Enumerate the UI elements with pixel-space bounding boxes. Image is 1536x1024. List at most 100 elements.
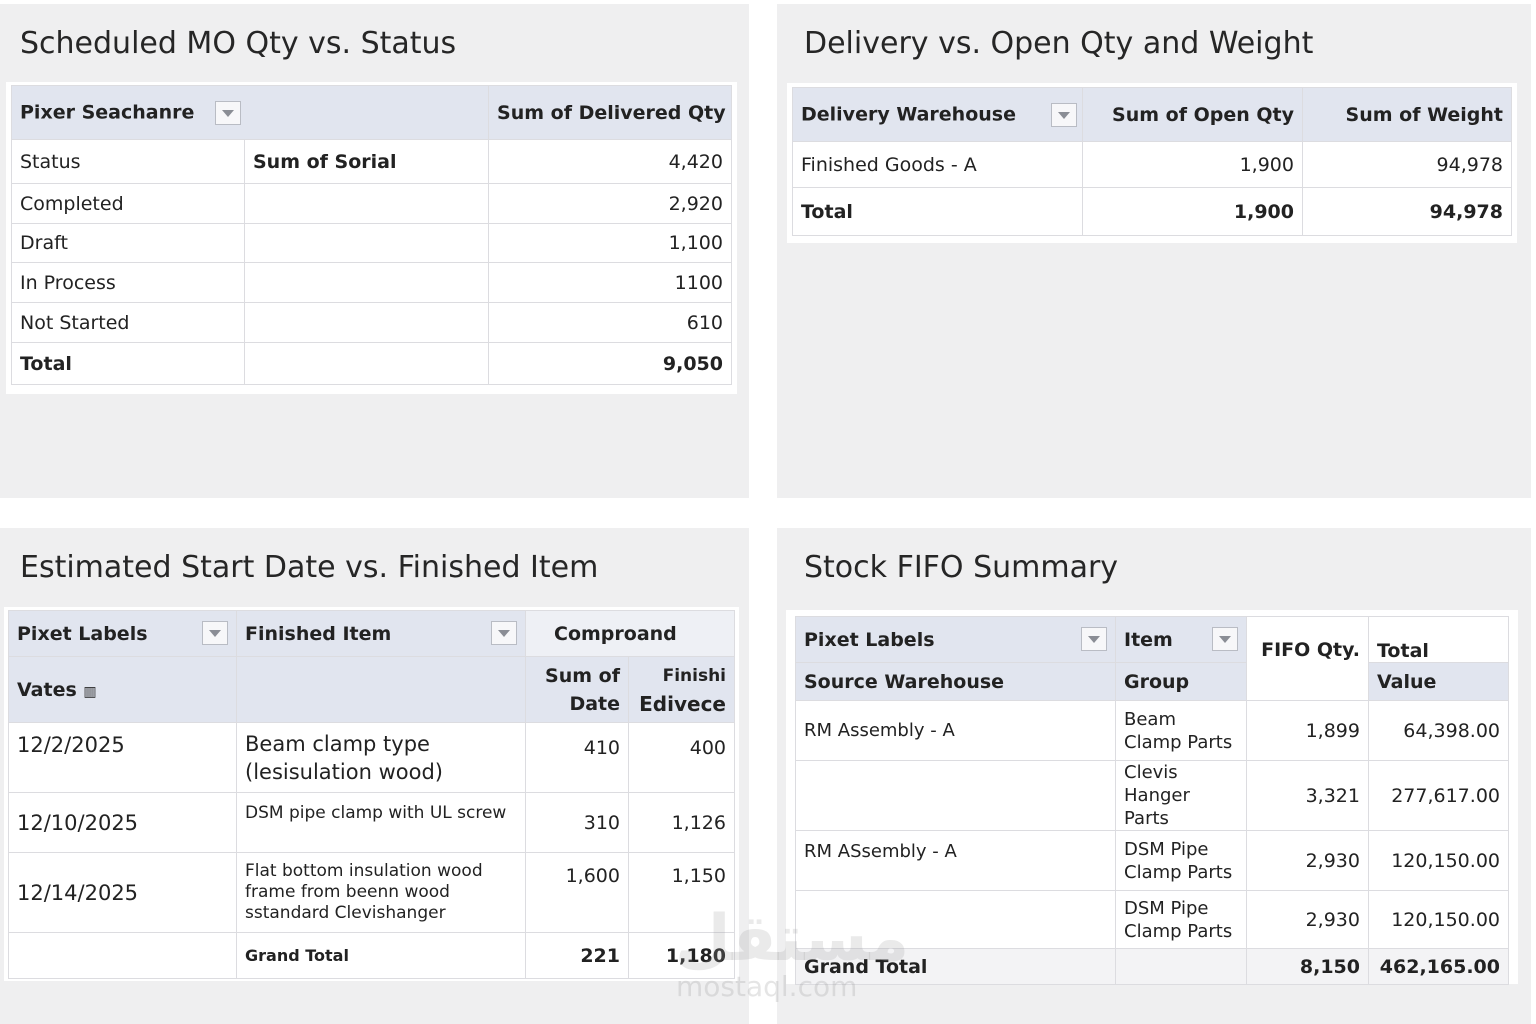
total-weight: 94,978 — [1302, 187, 1512, 236]
finish-header-line: Finishi — [662, 665, 726, 686]
weight-header: Sum of Weight — [1302, 87, 1512, 142]
pivot-table-fifo: Pixet Labels Item FIFO Qty. Total Source… — [786, 610, 1518, 985]
panel-title: Delivery vs. Open Qty and Weight — [804, 26, 1314, 61]
table-row: Finished Goods - A 1,900 94,978 — [792, 141, 1512, 188]
fifo-qty-header: FIFO Qty. — [1246, 616, 1369, 701]
item-header: Item — [1115, 616, 1247, 663]
panel-title: Estimated Start Date vs. Finished Item — [20, 550, 599, 585]
finish-cell: 400 — [628, 722, 735, 793]
item-header-text: Item — [1124, 628, 1173, 651]
group-header: Comproand — [525, 610, 735, 657]
row-value: 610 — [488, 302, 732, 343]
row-value: 1100 — [488, 262, 732, 303]
pivot-table-start: Pixet Labels Finished Item Comproand Vat… — [4, 607, 739, 981]
fifo-qty-cell: 3,321 — [1246, 760, 1369, 831]
row-value: 2,920 — [488, 183, 732, 224]
warehouse-cell: RM ASsembly - A — [795, 830, 1116, 891]
table-row: Not Started 610 — [11, 302, 732, 343]
row-labels-header: Pixet Labels — [8, 610, 237, 657]
item-cell: Beam clamp type (lesisulation wood) — [236, 722, 526, 793]
row-label: Draft — [11, 223, 245, 263]
weight-cell: 94,978 — [1302, 141, 1512, 188]
filter-dropdown-icon[interactable] — [214, 100, 241, 125]
grand-total-finish: 1,180 — [628, 932, 735, 979]
watermark-domain: mostaql.com — [676, 970, 858, 1003]
row-value: 1,100 — [488, 223, 732, 263]
fifo-qty-cell: 2,930 — [1246, 890, 1369, 949]
item-cell: DSM pipe clamp with UL screw — [236, 792, 526, 853]
finish-cell: 1,150 — [628, 852, 735, 933]
row-label: Not Started — [11, 302, 245, 343]
table-row: 12/14/2025 Flat bottom insulation wood f… — [8, 852, 735, 933]
row-label: In Process — [11, 262, 245, 303]
status-header: Status — [11, 139, 245, 184]
warehouse-cell — [795, 760, 1116, 831]
panel-scheduled-mo: Scheduled MO Qty vs. Status Pixer Seacha… — [0, 4, 749, 498]
empty-cell — [243, 302, 490, 343]
panel-title: Stock FIFO Summary — [804, 550, 1119, 585]
empty-cell — [1115, 948, 1247, 985]
filter-dropdown-icon[interactable] — [491, 620, 517, 645]
warehouse-cell: Finished Goods - A — [792, 141, 1083, 188]
watermark-arabic: مستقل — [675, 902, 910, 976]
empty-cell — [243, 223, 490, 263]
source-warehouse-header: Source Warehouse — [795, 662, 1116, 701]
total-value-cell: 120,150.00 — [1368, 890, 1509, 949]
total-value-cell: 64,398.00 — [1368, 700, 1509, 761]
filter-dropdown-icon[interactable] — [1081, 626, 1107, 651]
fifo-qty-cell: 1,899 — [1246, 700, 1369, 761]
total-label: Total — [11, 342, 245, 385]
group-cell: DSM Pipe Clamp Parts — [1115, 890, 1247, 949]
sum-cell: 1,600 — [525, 852, 629, 933]
total-header: Total — [1368, 616, 1509, 663]
panel-estimated-start: Estimated Start Date vs. Finished Item P… — [0, 528, 749, 1024]
panel-delivery: Delivery vs. Open Qty and Weight Deliver… — [777, 4, 1531, 498]
filter-dropdown-icon[interactable] — [1050, 102, 1077, 127]
date-cell: 12/14/2025 — [8, 852, 237, 933]
total-label: Total — [792, 187, 1083, 236]
finished-item-header-text: Finished Item — [245, 622, 392, 645]
row-labels-header-text: Pixet Labels — [17, 622, 148, 645]
grand-total-label: Grand Total — [236, 932, 526, 979]
finished-item-header: Finished Item — [236, 610, 526, 657]
empty-cell — [243, 342, 490, 385]
row-labels-header: Pixer Seachanre — [10, 85, 490, 140]
fifo-qty-cell: 2,930 — [1246, 830, 1369, 891]
grand-total-value: 462,165.00 — [1368, 948, 1509, 985]
table-row: RM Assembly - A Beam Clamp Parts 1,899 6… — [795, 700, 1509, 761]
empty-cell — [243, 183, 490, 224]
edivece-header-line: Edivece — [639, 691, 726, 716]
table-row: Clevis Hanger Parts 3,321 277,617.00 — [795, 760, 1509, 831]
open-qty-header: Sum of Open Qty — [1082, 87, 1303, 142]
delivery-warehouse-header-text: Delivery Warehouse — [801, 103, 1016, 125]
total-open-qty: 1,900 — [1082, 187, 1303, 236]
empty-header-cell — [236, 656, 526, 723]
table-row: Draft 1,100 — [11, 223, 732, 263]
status-value: 4,420 — [488, 139, 732, 184]
empty-cell — [8, 932, 237, 979]
filter-dropdown-icon[interactable] — [1212, 626, 1238, 651]
row-labels-header-text: Pixet Labels — [804, 628, 935, 651]
total-value-cell: 277,617.00 — [1368, 760, 1509, 831]
group-cell: Beam Clamp Parts — [1115, 700, 1247, 761]
row-label: Completed — [11, 183, 245, 224]
warehouse-cell: RM Assembly - A — [795, 700, 1116, 761]
finish-cell: 1,126 — [628, 792, 735, 853]
grand-total-label: Grand Total — [795, 948, 1116, 985]
total-value: 9,050 — [488, 342, 732, 385]
sum-of-serial-header: Sum of Sorial — [243, 139, 490, 184]
table-row: In Process 1100 — [11, 262, 732, 303]
group-cell: Clevis Hanger Parts — [1115, 760, 1247, 831]
item-cell: Flat bottom insulation wood frame from b… — [236, 852, 526, 933]
filter-dropdown-icon[interactable] — [202, 620, 228, 645]
panel-title: Scheduled MO Qty vs. Status — [20, 26, 457, 61]
row-labels-header: Pixet Labels — [795, 616, 1116, 663]
group-header: Group — [1115, 662, 1247, 701]
sum-of-date-header: Sum of Date — [525, 656, 629, 723]
sum-cell: 410 — [525, 722, 629, 793]
table-row: Completed 2,920 — [11, 183, 732, 224]
pivot-table-mo: Pixer Seachanre Sum of Delivered Qty Sta… — [6, 82, 737, 394]
table-row: DSM Pipe Clamp Parts 2,930 120,150.00 — [795, 890, 1509, 949]
values-header: Vates ▥ — [8, 656, 237, 723]
values-header-text: Vates — [17, 678, 77, 701]
